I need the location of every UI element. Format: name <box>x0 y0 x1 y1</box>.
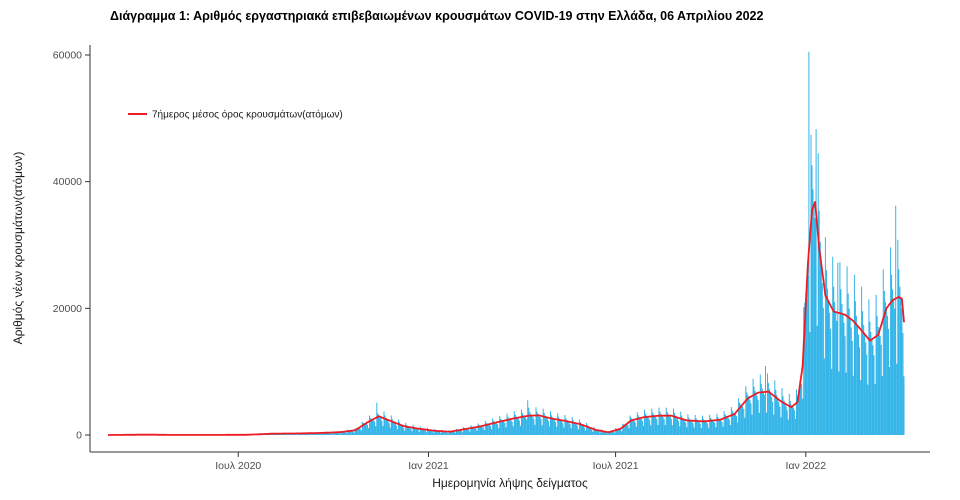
y-tick-label: 40000 <box>53 176 82 188</box>
x-axis-title: Ημερομηνία λήψης δείγματος <box>432 476 588 490</box>
axis-lines <box>89 45 930 453</box>
x-tick-label: Ιαν 2022 <box>786 460 827 472</box>
x-tick-label: Ιουλ 2021 <box>593 460 639 472</box>
legend-label: 7ήμερος μέσος όρος κρουσμάτων(ατόμων) <box>152 109 343 121</box>
seven-day-average-line <box>108 201 905 436</box>
x-tick-label: Ιαν 2021 <box>408 460 449 472</box>
y-tick-label: 60000 <box>53 50 82 62</box>
chart-title: Διάγραμμα 1: Αριθμός εργαστηριακά επιβεβ… <box>110 9 764 23</box>
legend: 7ήμερος μέσος όρος κρουσμάτων(ατόμων) <box>128 109 343 121</box>
x-tick-label: Ιουλ 2020 <box>215 460 261 472</box>
y-tick-label: 20000 <box>53 303 82 315</box>
plot-area: 0 20000 40000 60000 Ιουλ 2020 Ιαν 2021 Ιουλ 20… <box>53 45 930 472</box>
y-tick-label: 0 <box>76 430 82 442</box>
y-axis-title: Αριθμός νέων κρουσμάτων(ατόμων) <box>11 152 25 345</box>
